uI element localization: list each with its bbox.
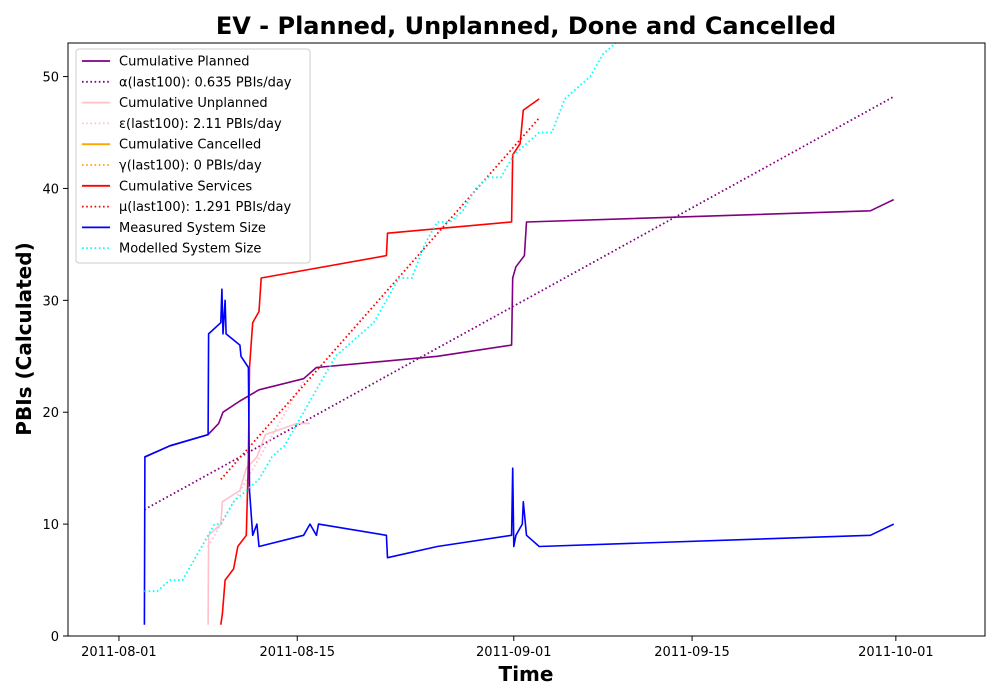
legend-label: γ(last100): 0 PBIs/day: [119, 159, 262, 174]
y-tick-label: 10: [42, 518, 59, 533]
x-tick-label: 2011-08-01: [81, 645, 157, 660]
legend-label: ε(last100): 2.11 PBIs/day: [119, 117, 282, 132]
legend-box: [75, 48, 311, 264]
plot-area: [143, 43, 895, 625]
legend-label: Cumulative Services: [119, 179, 252, 194]
x-tick-label: 2011-10-01: [858, 645, 934, 660]
legend: Cumulative Planned α(last100): 0.635 PBIs…: [75, 48, 311, 264]
y-tick-label: 40: [42, 182, 59, 197]
series-line-measured-system-size: [143, 288, 895, 625]
series-line-modelled-system-size: [144, 43, 617, 593]
y-tick-label: 20: [42, 406, 59, 421]
legend-label: Measured System Size: [119, 221, 266, 236]
series-line-cumulative-planned: [144, 198, 895, 458]
legend-label: μ(last100): 1.291 PBIs/day: [119, 200, 291, 215]
legend-label: Modelled System Size: [119, 242, 261, 257]
y-axis-label: PBIs (Calculated): [12, 242, 36, 435]
series-line-cumulative-unplanned: [207, 422, 310, 625]
legend-label: Cumulative Planned: [119, 55, 249, 70]
legend-label: Cumulative Unplanned: [119, 96, 268, 111]
series-line-cumulative-services: [220, 98, 540, 625]
plot-frame: [67, 42, 986, 637]
x-tick-label: 2011-09-01: [476, 645, 552, 660]
x-axis-label: Time: [499, 662, 554, 686]
y-tick-label: 0: [51, 630, 59, 645]
legend-label: α(last100): 0.635 PBIs/day: [119, 75, 292, 90]
chart-title: EV - Planned, Unplanned, Done and Cancel…: [216, 12, 836, 40]
series-line-last100-1-291-pbis-day: [220, 117, 540, 480]
x-tick-label: 2011-09-15: [654, 645, 730, 660]
legend-label: Cumulative Cancelled: [119, 138, 261, 153]
y-tick-label: 50: [42, 71, 59, 86]
axes: 2011-08-01 2011-08-15 2011-09-01 2011-09-15…: [42, 42, 986, 660]
y-tick-label: 30: [42, 294, 59, 309]
x-tick-label: 2011-08-15: [259, 645, 335, 660]
series-group: [143, 43, 895, 625]
